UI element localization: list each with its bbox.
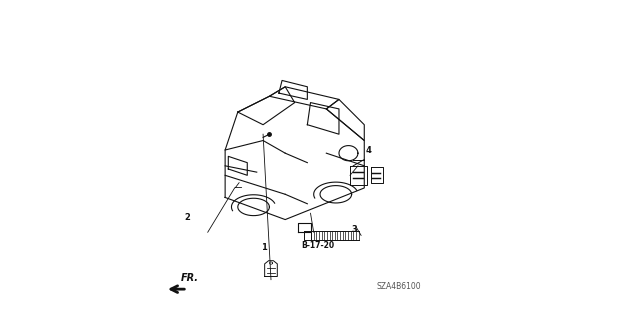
Text: FR.: FR. [181, 273, 199, 283]
Text: SZA4B6100: SZA4B6100 [377, 282, 422, 291]
Text: B-17-20: B-17-20 [301, 241, 334, 250]
Text: 4: 4 [366, 146, 372, 155]
Text: 3: 3 [351, 225, 357, 234]
Text: 2: 2 [184, 212, 190, 222]
Text: 1: 1 [262, 243, 268, 252]
